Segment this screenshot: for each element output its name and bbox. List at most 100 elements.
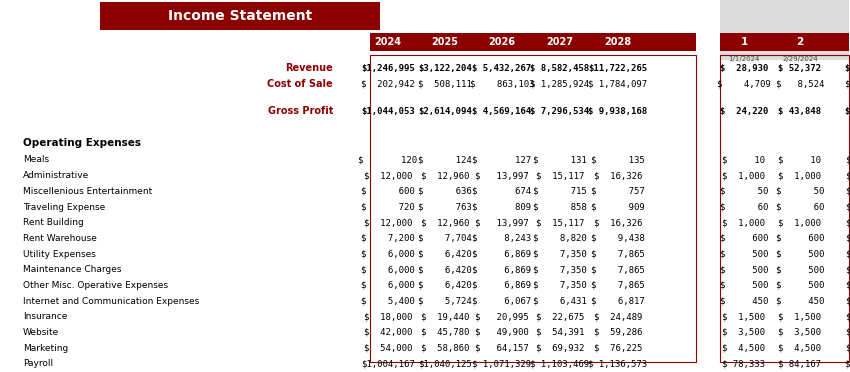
Text: $     500: $ 500	[776, 250, 824, 259]
Text: Meals: Meals	[23, 155, 49, 164]
Text: $      909: $ 909	[591, 202, 645, 212]
Text: $ 78,333: $ 78,333	[722, 359, 766, 368]
Text: $    9,438: $ 9,438	[591, 234, 645, 243]
Text: $    7,865: $ 7,865	[591, 281, 645, 290]
Text: $     500: $ 500	[776, 265, 824, 274]
Text: $  12,960: $ 12,960	[421, 218, 469, 227]
Text: $    6,000: $ 6,000	[361, 281, 415, 290]
Text: Internet and Communication Expenses: Internet and Communication Expenses	[23, 296, 199, 306]
Text: $ 4,569,164: $ 4,569,164	[473, 107, 531, 116]
Text: $      50: $ 50	[720, 187, 768, 196]
Text: $ 84,167: $ 84,167	[779, 359, 821, 368]
Text: $  54,391: $ 54,391	[536, 328, 584, 337]
Text: $  4,500: $ 4,500	[779, 344, 821, 353]
Text: $: $	[845, 312, 850, 321]
Text: $  22,675: $ 22,675	[536, 312, 584, 321]
Text: $     500: $ 500	[720, 250, 768, 259]
Text: $    5,724: $ 5,724	[418, 296, 472, 306]
Text: $   20,995: $ 20,995	[475, 312, 529, 321]
Text: $    6,817: $ 6,817	[591, 296, 645, 306]
Text: Income Statement: Income Statement	[167, 9, 312, 23]
Text: $: $	[845, 155, 850, 164]
Text: $ 1: $ 1	[845, 80, 850, 89]
Text: $     10: $ 10	[722, 155, 766, 164]
Text: Traveling Expense: Traveling Expense	[23, 202, 105, 212]
Text: $  16,326: $ 16,326	[594, 171, 643, 180]
Text: $       127: $ 127	[473, 155, 531, 164]
Text: $: $	[845, 234, 850, 243]
Text: $      60: $ 60	[720, 202, 768, 212]
Text: $     6,869: $ 6,869	[473, 281, 531, 290]
Text: Payroll: Payroll	[23, 359, 53, 368]
Text: $    6,000: $ 6,000	[361, 265, 415, 274]
Text: $     500: $ 500	[776, 281, 824, 290]
Text: 2026: 2026	[489, 37, 515, 47]
Text: $ 7: $ 7	[845, 64, 850, 73]
Text: $  15,117: $ 15,117	[536, 218, 584, 227]
Text: $      715: $ 715	[533, 187, 586, 196]
Text: $      135: $ 135	[591, 155, 645, 164]
Text: $ 6: $ 6	[845, 107, 850, 116]
Text: $      124: $ 124	[418, 155, 472, 164]
Text: $  59,286: $ 59,286	[594, 328, 643, 337]
Text: $  24,489: $ 24,489	[594, 312, 643, 321]
Text: $  45,780: $ 45,780	[421, 328, 469, 337]
Text: $: $	[845, 328, 850, 337]
Text: $      636: $ 636	[418, 187, 472, 196]
Text: 2: 2	[796, 37, 803, 47]
Text: $     500: $ 500	[720, 281, 768, 290]
Text: Maintenance Charges: Maintenance Charges	[23, 265, 122, 274]
Text: $    7,200: $ 7,200	[361, 234, 415, 243]
Text: $  508,111: $ 508,111	[418, 80, 472, 89]
Text: 1: 1	[740, 37, 748, 47]
Text: $: $	[845, 265, 850, 274]
Text: $  54,000: $ 54,000	[364, 344, 412, 353]
Text: $  1,500: $ 1,500	[722, 312, 766, 321]
Text: $ 8,582,458: $ 8,582,458	[530, 64, 590, 73]
Text: $: $	[845, 296, 850, 306]
Text: $: $	[845, 202, 850, 212]
Bar	[720, 55, 849, 362]
Text: $      757: $ 757	[591, 187, 645, 196]
Text: $  15,117: $ 15,117	[536, 171, 584, 180]
Text: $      858: $ 858	[533, 202, 586, 212]
Text: $: $	[845, 171, 850, 180]
Text: $  4,500: $ 4,500	[722, 344, 766, 353]
Text: $  18,000: $ 18,000	[364, 312, 412, 321]
Text: $ 1,071,329: $ 1,071,329	[473, 359, 531, 368]
Text: $  16,326: $ 16,326	[594, 218, 643, 227]
Text: $  58,860: $ 58,860	[421, 344, 469, 353]
Text: $      131: $ 131	[533, 155, 586, 164]
Text: $     600: $ 600	[776, 234, 824, 243]
Text: $  1,500: $ 1,500	[779, 312, 821, 321]
Text: $  1,000: $ 1,000	[722, 218, 766, 227]
Text: $  3,500: $ 3,500	[779, 328, 821, 337]
Text: $ 8: $ 8	[845, 359, 850, 368]
Text: $  28,930: $ 28,930	[720, 64, 768, 73]
Text: $ 1,103,469: $ 1,103,469	[530, 359, 590, 368]
Text: $      60: $ 60	[776, 202, 824, 212]
Text: Administrative: Administrative	[23, 171, 89, 180]
Text: $      763: $ 763	[418, 202, 472, 212]
Bar	[370, 55, 696, 362]
Text: $ 1,784,097: $ 1,784,097	[588, 80, 648, 89]
Text: $  69,932: $ 69,932	[536, 344, 584, 353]
Text: $: $	[845, 187, 850, 196]
Text: Rent Building: Rent Building	[23, 218, 84, 227]
Text: $       674: $ 674	[473, 187, 531, 196]
Text: $  1,000: $ 1,000	[722, 171, 766, 180]
Text: 1/1/2024: 1/1/2024	[728, 56, 760, 62]
Text: Revenue: Revenue	[286, 63, 333, 73]
Text: $      720: $ 720	[361, 202, 415, 212]
Text: $    7,350: $ 7,350	[533, 265, 586, 274]
Text: $    7,350: $ 7,350	[533, 281, 586, 290]
Text: $  3,500: $ 3,500	[722, 328, 766, 337]
Text: 2024: 2024	[375, 37, 401, 47]
Text: $  12,960: $ 12,960	[421, 171, 469, 180]
Text: $    6,420: $ 6,420	[418, 265, 472, 274]
Text: $      600: $ 600	[361, 187, 415, 196]
Text: $      50: $ 50	[776, 187, 824, 196]
Text: 2027: 2027	[547, 37, 574, 47]
Text: Website: Website	[23, 328, 60, 337]
Text: $  202,942: $ 202,942	[361, 80, 415, 89]
